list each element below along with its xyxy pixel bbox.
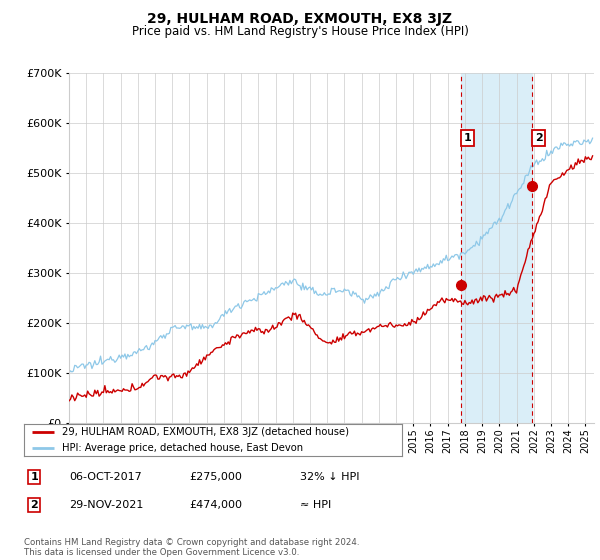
Text: Price paid vs. HM Land Registry's House Price Index (HPI): Price paid vs. HM Land Registry's House … (131, 25, 469, 38)
Text: Contains HM Land Registry data © Crown copyright and database right 2024.
This d: Contains HM Land Registry data © Crown c… (24, 538, 359, 557)
Text: 2: 2 (535, 133, 543, 143)
Text: £275,000: £275,000 (189, 472, 242, 482)
Text: £474,000: £474,000 (189, 500, 242, 510)
Text: 32% ↓ HPI: 32% ↓ HPI (300, 472, 359, 482)
Text: 29, HULHAM ROAD, EXMOUTH, EX8 3JZ: 29, HULHAM ROAD, EXMOUTH, EX8 3JZ (148, 12, 452, 26)
Text: HPI: Average price, detached house, East Devon: HPI: Average price, detached house, East… (62, 444, 303, 453)
Text: 1: 1 (464, 133, 471, 143)
Bar (461, 73, 532, 423)
Text: ≈ HPI: ≈ HPI (300, 500, 331, 510)
Text: 06-OCT-2017: 06-OCT-2017 (69, 472, 142, 482)
Text: 2: 2 (31, 500, 38, 510)
Text: 29, HULHAM ROAD, EXMOUTH, EX8 3JZ (detached house): 29, HULHAM ROAD, EXMOUTH, EX8 3JZ (detac… (62, 427, 349, 437)
Text: 29-NOV-2021: 29-NOV-2021 (69, 500, 143, 510)
Text: 1: 1 (31, 472, 38, 482)
